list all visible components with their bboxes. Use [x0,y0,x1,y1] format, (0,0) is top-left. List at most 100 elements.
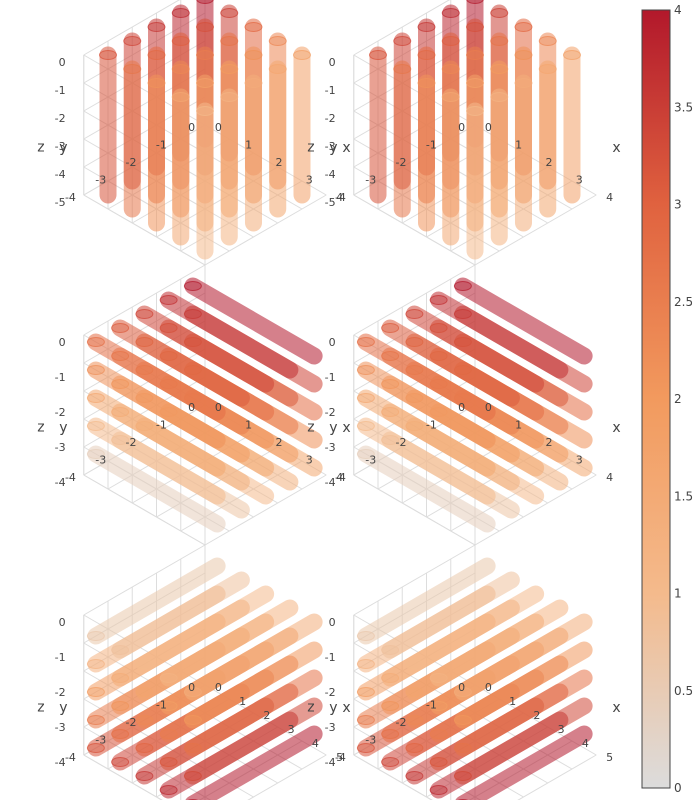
tube-cap [244,50,263,60]
z-tick-label: -3 [325,140,336,153]
tube-cap [417,22,436,32]
streamtube [454,669,593,757]
z-tick-label: -2 [55,406,66,419]
grid-line [83,544,206,616]
streamtubes [99,0,311,260]
tube-cap [244,22,263,32]
x-tick-label: 4 [312,737,319,750]
tube-cap [86,393,105,403]
tube-cap [86,337,105,347]
streamtubes [86,557,323,800]
colorbar-tick-label: 3 [674,198,682,212]
z-tick-label: 0 [59,56,66,69]
tube-cap [429,785,448,795]
tube-cap [441,8,460,18]
y-tick-label: -3 [95,453,106,466]
streamtube [381,571,520,659]
tube-cap [147,50,166,60]
grid-line [353,544,476,616]
tube-cap [196,22,214,32]
streamtube [135,585,275,673]
x-axis-title: x [612,140,620,156]
streamtube [430,599,569,687]
y-tick-label: -4 [335,471,346,484]
y-tick-label: 0 [458,401,465,414]
tube-cap [135,771,154,781]
y-tick-label: -1 [156,418,167,431]
tube-cap [111,645,130,655]
streamtubes [356,277,593,533]
colorbar-gradient [641,9,671,789]
tube-cap [453,743,472,753]
tube-cap [183,771,202,781]
grid-line [474,194,597,266]
tube-cap [405,715,424,725]
y-tick-label: 0 [458,681,465,694]
tube-cap [466,0,484,4]
grid-line [353,0,451,56]
tube-cap [183,281,202,291]
z-tick-label: -4 [55,756,66,769]
x-tick-label: 4 [336,191,343,204]
tube-cap [196,106,214,116]
z-tick-label: 0 [329,56,336,69]
tube-cap [514,22,533,32]
grid-line [247,754,327,800]
streamtube [184,669,323,757]
tube-cap [429,701,448,711]
tube-cap [220,8,239,18]
z-tick-label: -4 [325,476,336,489]
tube-cap [356,449,375,459]
x-tick-label: 3 [576,173,583,186]
x-tick-label: 1 [239,695,246,708]
tube-cap [183,743,202,753]
streamtube [454,697,593,785]
z-tick-label: -4 [55,476,66,489]
tube-cap [111,757,130,767]
x-tick-label: 4 [606,471,613,484]
y-tick-label: -3 [365,733,376,746]
tube-cap [220,36,239,46]
grid-line [83,194,206,266]
y-tick-label: -4 [65,751,76,764]
streamtubes [86,277,323,533]
z-tick-label: -5 [325,196,336,209]
y-tick-label: -2 [396,716,407,729]
tube-cap [356,659,375,669]
tube-cap [356,687,375,697]
tube-cap [356,365,375,375]
x-axis-title: x [342,140,350,156]
tube-cap [86,365,105,375]
tube-cap [268,64,287,74]
streamtube [87,333,226,421]
y-axis-title: y [59,700,67,716]
tube-cap [183,687,202,697]
streamtube [87,417,226,505]
tube-cap [441,64,460,74]
x-tick-label: 2 [545,156,552,169]
tube-cap [466,22,484,32]
tube-cap [135,659,154,669]
streamtube [430,291,569,379]
z-axis-title: z [307,699,314,715]
streamtubes [369,0,581,260]
tube-cap [356,393,375,403]
grid-line [204,474,327,546]
tube-cap [453,281,472,291]
x-axis-title: x [612,420,620,436]
grid-line [353,754,433,800]
tube-cap [562,50,581,60]
streamtube [357,417,496,505]
streamtube [135,305,275,393]
tube-cap [356,631,375,641]
streamtube [405,585,545,673]
